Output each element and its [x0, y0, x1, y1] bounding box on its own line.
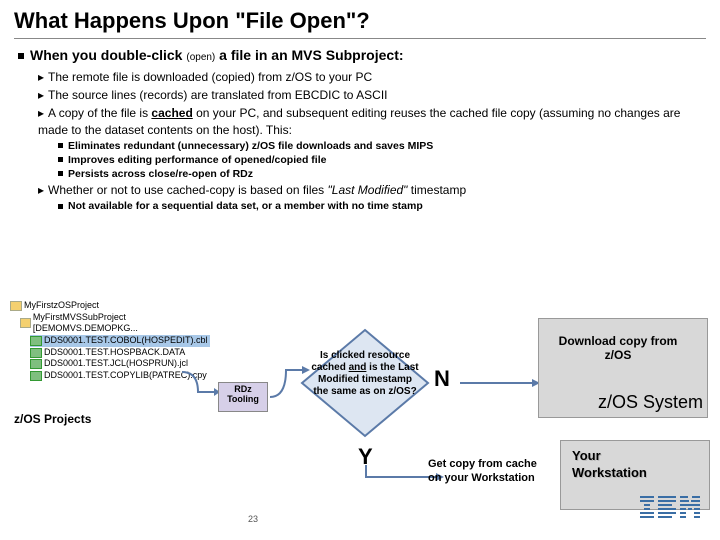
- file-icon: [30, 336, 42, 346]
- file-icon: [30, 348, 42, 358]
- project-label: z/OS Projects: [14, 412, 91, 426]
- label-n: N: [434, 366, 450, 392]
- file-icon: [30, 359, 42, 369]
- ibm-logo: [640, 496, 700, 518]
- folder-icon: [10, 301, 22, 311]
- file-icon: [30, 371, 42, 381]
- bullet-cached: ▸A copy of the file is cached on your PC…: [38, 105, 706, 137]
- bullet-notavail: Not available for a sequential data set,…: [58, 200, 706, 212]
- zos-system-label: z/OS System: [598, 392, 703, 413]
- bullet-eliminates: Eliminates redundant (unnecessary) z/OS …: [58, 140, 706, 152]
- bullet-main: When you double-click (open) a file in a…: [18, 47, 706, 63]
- bullet-translate: ▸The source lines (records) are translat…: [38, 87, 706, 103]
- rdz-tooling-box: RDz Tooling: [218, 382, 268, 412]
- download-label: Download copy from z/OS: [548, 334, 688, 363]
- slide-title: What Happens Upon "File Open"?: [14, 8, 706, 39]
- arrow-to-rdz: [180, 368, 220, 398]
- workstation-label: YourWorkstation: [572, 448, 647, 482]
- arrow-n: [460, 375, 540, 385]
- bullet-persists: Persists across close/re-open of RDz: [58, 168, 706, 180]
- flowchart: MyFirstzOSProject MyFirstMVSSubProject […: [0, 300, 720, 520]
- bullet-whether: ▸Whether or not to use cached-copy is ba…: [38, 182, 706, 198]
- get-cache-label: Get copy from cache on your Workstation: [428, 458, 538, 486]
- bullet-improves: Improves editing performance of opened/c…: [58, 154, 706, 166]
- folder-icon: [20, 318, 31, 328]
- decision-diamond: Is clicked resource cached and is the La…: [300, 328, 430, 438]
- page-number: 23: [248, 514, 258, 524]
- bullet-download: ▸The remote file is downloaded (copied) …: [38, 69, 706, 85]
